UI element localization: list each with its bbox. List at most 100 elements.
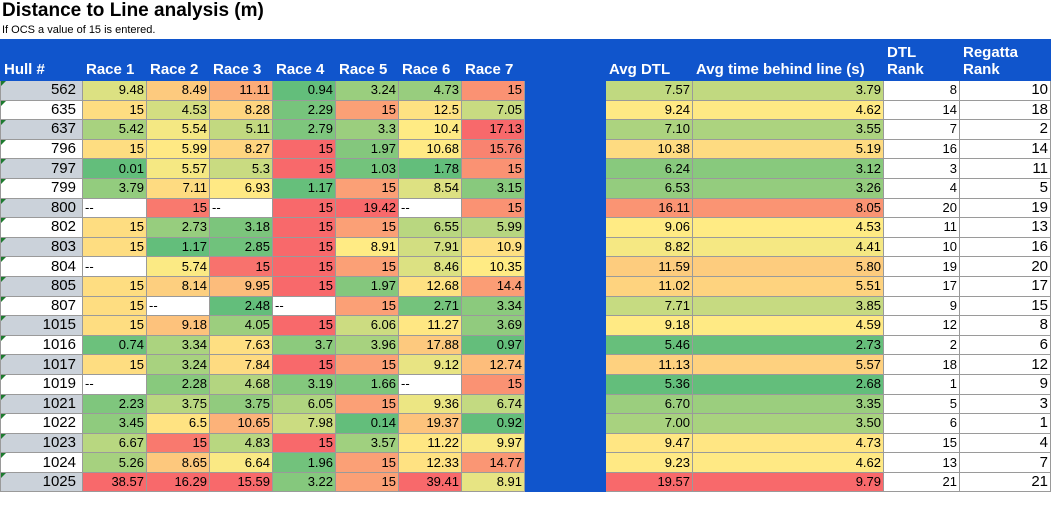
regatta-rank-cell[interactable]: 15: [959, 295, 1051, 317]
race-3-cell[interactable]: 2.85: [209, 236, 273, 258]
avg-dtl-cell[interactable]: 6.70: [605, 393, 693, 415]
race-2-cell[interactable]: 15: [146, 432, 210, 454]
race-2-cell[interactable]: --: [146, 295, 210, 317]
avg-time-cell[interactable]: 3.79: [692, 80, 884, 101]
race-5-cell[interactable]: 1.03: [335, 158, 399, 179]
race-3-cell[interactable]: 7.84: [209, 354, 273, 375]
avg-time-cell[interactable]: 3.55: [692, 119, 884, 140]
hull-cell[interactable]: 804: [0, 256, 83, 277]
race-6-cell[interactable]: 10.68: [398, 138, 462, 160]
regatta-rank-cell[interactable]: 20: [959, 256, 1051, 277]
race-3-cell[interactable]: 3.75: [209, 393, 273, 415]
race-4-cell[interactable]: 7.98: [272, 413, 336, 434]
dtl-rank-cell[interactable]: 5: [883, 393, 960, 415]
race-1-cell[interactable]: 15: [82, 236, 147, 258]
race-7-cell[interactable]: 15.76: [461, 138, 525, 160]
dtl-rank-cell[interactable]: 21: [883, 471, 960, 493]
race-6-cell[interactable]: 17.88: [398, 334, 462, 356]
race-5-cell[interactable]: 3.57: [335, 432, 399, 454]
avg-time-cell[interactable]: 2.73: [692, 334, 884, 356]
race-1-cell[interactable]: --: [82, 256, 147, 277]
race-3-cell[interactable]: --: [209, 197, 273, 219]
race-7-cell[interactable]: 0.97: [461, 334, 525, 356]
dtl-rank-cell[interactable]: 13: [883, 452, 960, 473]
avg-dtl-cell[interactable]: 9.18: [605, 315, 693, 336]
avg-time-cell[interactable]: 3.35: [692, 393, 884, 415]
race-5-cell[interactable]: 15: [335, 354, 399, 375]
header-race-6[interactable]: Race 6: [398, 39, 462, 81]
avg-time-cell[interactable]: 5.57: [692, 354, 884, 375]
spacer-cell[interactable]: [524, 471, 606, 493]
race-5-cell[interactable]: 1.97: [335, 275, 399, 297]
spacer-cell[interactable]: [524, 452, 606, 473]
race-3-cell[interactable]: 8.27: [209, 138, 273, 160]
race-5-cell[interactable]: 15: [335, 295, 399, 317]
race-6-cell[interactable]: 11.27: [398, 315, 462, 336]
race-4-cell[interactable]: 15: [272, 432, 336, 454]
spacer-cell[interactable]: [524, 354, 606, 375]
race-2-cell[interactable]: 3.24: [146, 354, 210, 375]
header-spacer[interactable]: [524, 39, 606, 81]
regatta-rank-cell[interactable]: 7: [959, 452, 1051, 473]
race-7-cell[interactable]: 15: [461, 197, 525, 219]
dtl-rank-cell[interactable]: 17: [883, 275, 960, 297]
race-4-cell[interactable]: 1.96: [272, 452, 336, 473]
race-6-cell[interactable]: 12.68: [398, 275, 462, 297]
dtl-rank-cell[interactable]: 14: [883, 99, 960, 121]
hull-cell[interactable]: 635: [0, 99, 83, 121]
spacer-cell[interactable]: [524, 158, 606, 179]
race-6-cell[interactable]: 8.54: [398, 177, 462, 199]
spacer-cell[interactable]: [524, 236, 606, 258]
race-5-cell[interactable]: 15: [335, 256, 399, 277]
spacer-cell[interactable]: [524, 315, 606, 336]
race-4-cell[interactable]: --: [272, 295, 336, 317]
race-1-cell[interactable]: 15: [82, 275, 147, 297]
spacer-cell[interactable]: [524, 393, 606, 415]
race-2-cell[interactable]: 2.73: [146, 217, 210, 238]
avg-time-cell[interactable]: 5.80: [692, 256, 884, 277]
spacer-cell[interactable]: [524, 373, 606, 395]
avg-dtl-cell[interactable]: 11.13: [605, 354, 693, 375]
race-7-cell[interactable]: 15: [461, 158, 525, 179]
avg-time-cell[interactable]: 3.50: [692, 413, 884, 434]
race-7-cell[interactable]: 15: [461, 373, 525, 395]
regatta-rank-cell[interactable]: 12: [959, 354, 1051, 375]
avg-dtl-cell[interactable]: 9.06: [605, 217, 693, 238]
race-7-cell[interactable]: 10.35: [461, 256, 525, 277]
spacer-cell[interactable]: [524, 119, 606, 140]
race-4-cell[interactable]: 15: [272, 236, 336, 258]
regatta-rank-cell[interactable]: 10: [959, 80, 1051, 101]
dtl-rank-cell[interactable]: 12: [883, 315, 960, 336]
race-7-cell[interactable]: 6.74: [461, 393, 525, 415]
avg-time-cell[interactable]: 4.59: [692, 315, 884, 336]
hull-cell[interactable]: 797: [0, 158, 83, 179]
avg-dtl-cell[interactable]: 5.36: [605, 373, 693, 395]
avg-time-cell[interactable]: 8.05: [692, 197, 884, 219]
race-6-cell[interactable]: 11.22: [398, 432, 462, 454]
race-6-cell[interactable]: 8.46: [398, 256, 462, 277]
race-3-cell[interactable]: 15.59: [209, 471, 273, 493]
avg-dtl-cell[interactable]: 7.71: [605, 295, 693, 317]
race-1-cell[interactable]: 5.26: [82, 452, 147, 473]
avg-dtl-cell[interactable]: 6.24: [605, 158, 693, 179]
spacer-cell[interactable]: [524, 217, 606, 238]
regatta-rank-cell[interactable]: 17: [959, 275, 1051, 297]
regatta-rank-cell[interactable]: 21: [959, 471, 1051, 493]
hull-cell[interactable]: 1016: [0, 334, 83, 356]
spacer-cell[interactable]: [524, 275, 606, 297]
header-avg-dtl[interactable]: Avg DTL: [605, 39, 693, 81]
hull-cell[interactable]: 1023: [0, 432, 83, 454]
race-3-cell[interactable]: 6.64: [209, 452, 273, 473]
avg-dtl-cell[interactable]: 7.10: [605, 119, 693, 140]
race-4-cell[interactable]: 2.29: [272, 99, 336, 121]
race-7-cell[interactable]: 5.99: [461, 217, 525, 238]
header-avg-time[interactable]: Avg time behind line (s): [692, 39, 884, 81]
regatta-rank-cell[interactable]: 18: [959, 99, 1051, 121]
race-2-cell[interactable]: 8.14: [146, 275, 210, 297]
regatta-rank-cell[interactable]: 4: [959, 432, 1051, 454]
race-4-cell[interactable]: 0.94: [272, 80, 336, 101]
race-6-cell[interactable]: 1.78: [398, 158, 462, 179]
avg-time-cell[interactable]: 4.53: [692, 217, 884, 238]
race-1-cell[interactable]: 38.57: [82, 471, 147, 493]
race-5-cell[interactable]: 3.24: [335, 80, 399, 101]
